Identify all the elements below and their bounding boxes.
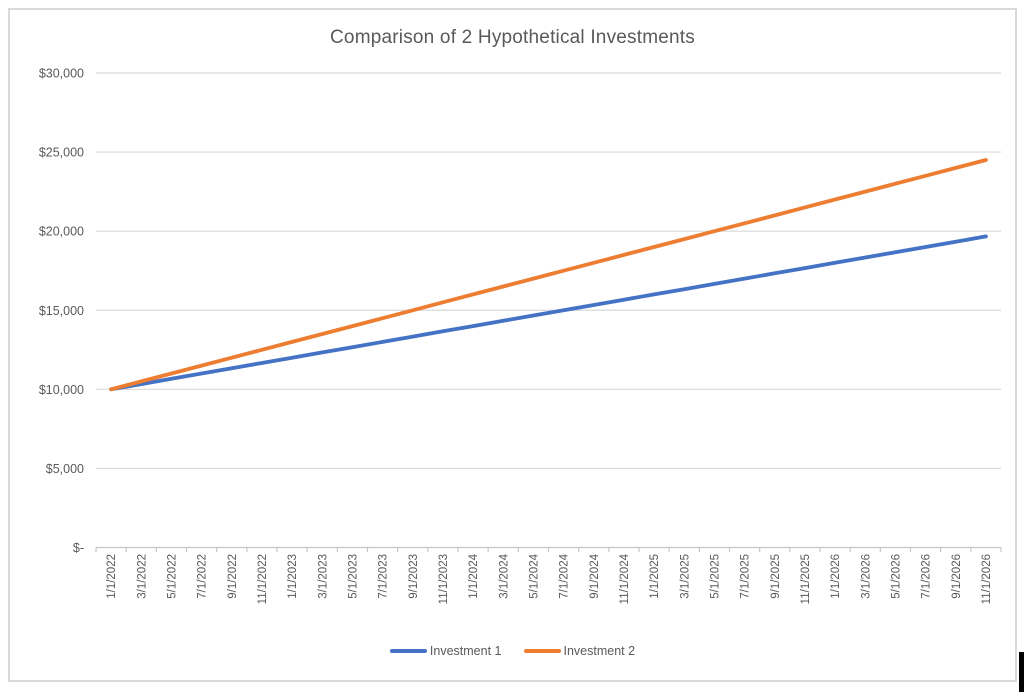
x-tick-label: 1/1/2023 [287, 554, 299, 599]
y-tick-label: $20,000 [39, 225, 84, 239]
x-tick-label: 3/1/2025 [679, 554, 691, 599]
x-tick-label: 5/1/2024 [528, 553, 540, 598]
scrollbar-fragment [1019, 652, 1024, 692]
x-tick-label: 9/1/2022 [227, 554, 239, 599]
x-axis-labels: 1/1/2022 3/1/2022 5/1/2022 7/1/2022 9/1/2022… [106, 553, 993, 604]
y-axis-labels: $- $5,000 $10,000 $15,000 $20,000 $25,000 $30,… [39, 67, 84, 556]
y-tick-label: $30,000 [39, 67, 84, 81]
legend-line-swatch-investment-2 [523, 648, 561, 654]
x-tick-label: 3/1/2024 [498, 553, 510, 598]
x-axis [95, 546, 1002, 552]
x-tick-label: 5/1/2025 [709, 554, 721, 599]
y-tick-label: $5,000 [46, 462, 84, 476]
x-tick-label: 7/1/2023 [378, 554, 390, 599]
legend[interactable]: Investment 1 Investment 2 [8, 644, 1017, 658]
x-tick-label: 1/1/2026 [830, 554, 842, 599]
legend-label-investment-2: Investment 2 [563, 644, 636, 658]
x-tick-label: 1/1/2025 [649, 554, 661, 599]
x-tick-label: 3/1/2026 [860, 554, 872, 599]
x-tick-label: 3/1/2022 [136, 554, 148, 599]
x-tick-label: 11/1/2023 [438, 554, 450, 604]
y-tick-label: $- [73, 541, 84, 555]
series-line-investment-2[interactable] [109, 158, 988, 392]
x-tick-label: 7/1/2025 [740, 554, 752, 599]
x-tick-label: 9/1/2024 [589, 553, 601, 598]
chart-area[interactable] [8, 8, 1017, 682]
x-tick-label: 11/1/2026 [981, 554, 993, 604]
x-tick-label: 7/1/2026 [921, 554, 933, 599]
x-tick-label: 1/1/2022 [106, 554, 118, 599]
legend-label-investment-1: Investment 1 [429, 644, 502, 658]
series-line-investment-1[interactable] [109, 234, 988, 392]
x-tick-label: 7/1/2024 [559, 553, 571, 598]
x-tick-label: 11/1/2025 [800, 554, 812, 604]
x-tick-label: 7/1/2022 [197, 554, 209, 599]
x-tick-label: 5/1/2023 [347, 554, 359, 599]
x-tick-label: 11/1/2024 [619, 553, 631, 604]
x-tick-label: 11/1/2022 [257, 554, 269, 604]
legend-item-investment-1[interactable]: Investment 1 [389, 644, 502, 658]
x-tick-label: 9/1/2023 [408, 554, 420, 599]
gridlines [96, 72, 1001, 470]
y-tick-label: $25,000 [39, 146, 84, 160]
y-tick-label: $10,000 [39, 383, 84, 397]
chart-title[interactable]: Comparison of 2 Hypothetical Investments [330, 27, 695, 48]
x-tick-label: 5/1/2026 [890, 554, 902, 599]
legend-line-swatch-investment-1 [389, 648, 427, 654]
x-tick-label: 9/1/2026 [951, 554, 963, 599]
x-tick-label: 1/1/2024 [468, 553, 480, 598]
x-tick-label: 9/1/2025 [770, 554, 782, 599]
x-tick-label: 5/1/2022 [166, 554, 178, 599]
legend-item-investment-2[interactable]: Investment 2 [523, 644, 636, 658]
x-tick-label: 3/1/2023 [317, 554, 329, 599]
y-tick-label: $15,000 [39, 304, 84, 318]
